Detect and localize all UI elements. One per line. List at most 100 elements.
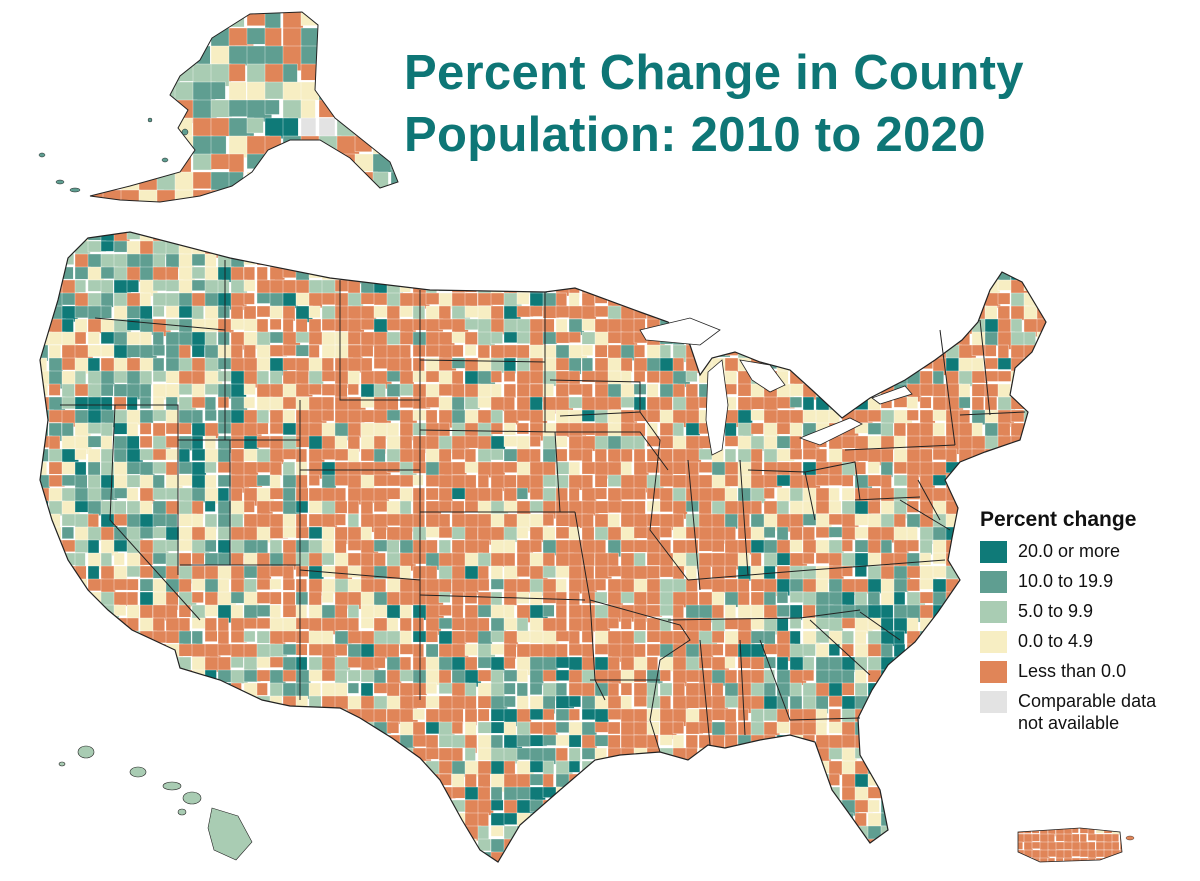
county-cell bbox=[1036, 357, 1046, 374]
county-cell bbox=[659, 682, 673, 696]
county-cell bbox=[555, 734, 571, 747]
county-cell bbox=[893, 630, 905, 646]
county-cell bbox=[100, 760, 117, 773]
county-cell bbox=[412, 344, 426, 357]
county-cell bbox=[893, 591, 906, 606]
county-cell bbox=[516, 344, 530, 360]
county-cell bbox=[750, 461, 763, 476]
county-cell bbox=[919, 773, 937, 790]
county-cell bbox=[750, 825, 763, 838]
county-cell bbox=[620, 682, 633, 696]
county-cell bbox=[711, 292, 730, 304]
county-cell bbox=[318, 99, 343, 118]
county-cell bbox=[607, 838, 625, 858]
county-cell bbox=[945, 604, 963, 619]
county-cell bbox=[1103, 857, 1114, 862]
county-cell bbox=[347, 604, 360, 619]
county-cell bbox=[763, 630, 776, 646]
county-cell bbox=[789, 232, 805, 243]
county-cell bbox=[120, 99, 143, 125]
county-cell bbox=[620, 617, 632, 630]
county-cell bbox=[1023, 773, 1042, 790]
county-cell bbox=[997, 760, 1011, 775]
county-cell bbox=[620, 838, 635, 857]
county-cell bbox=[633, 266, 652, 282]
county-cell bbox=[322, 865, 338, 877]
county-cell bbox=[529, 232, 544, 246]
county-cell bbox=[503, 786, 519, 802]
county-cell bbox=[100, 682, 117, 699]
county-cell bbox=[178, 773, 194, 787]
county-cell bbox=[919, 383, 936, 397]
county-cell bbox=[87, 656, 101, 670]
county-cell bbox=[113, 682, 128, 700]
county-cell bbox=[451, 266, 463, 280]
county-cell bbox=[516, 422, 529, 435]
county-cell bbox=[516, 526, 529, 539]
county-cell bbox=[503, 435, 518, 447]
county-cell bbox=[919, 578, 934, 590]
county-cell bbox=[854, 708, 867, 724]
county-cell bbox=[932, 617, 944, 633]
county-cell bbox=[542, 565, 556, 578]
county-cell bbox=[789, 682, 802, 698]
county-cell bbox=[204, 383, 220, 395]
county-cell bbox=[256, 630, 270, 644]
county-cell bbox=[685, 643, 700, 658]
county-cell bbox=[503, 682, 516, 695]
county-cell bbox=[945, 721, 960, 740]
county-cell bbox=[815, 357, 830, 370]
county-cell bbox=[490, 786, 503, 801]
legend-item: 5.0 to 9.9 bbox=[980, 600, 1190, 623]
county-cell bbox=[165, 682, 181, 701]
county-cell bbox=[425, 708, 440, 724]
county-cell bbox=[451, 617, 466, 631]
county-cell bbox=[40, 232, 47, 246]
county-cell bbox=[815, 318, 829, 333]
county-cell bbox=[685, 266, 697, 282]
county-cell bbox=[321, 630, 334, 646]
county-cell bbox=[61, 232, 76, 245]
county-cell bbox=[295, 513, 308, 529]
county-cell bbox=[308, 812, 323, 831]
county-cell bbox=[802, 370, 819, 385]
county-cell bbox=[516, 253, 528, 272]
county-cell bbox=[789, 539, 803, 553]
county-cell bbox=[295, 232, 310, 243]
county-cell bbox=[451, 253, 469, 269]
county-cell bbox=[724, 851, 738, 862]
county-cell bbox=[893, 266, 911, 281]
county-cell bbox=[74, 591, 93, 604]
county-cell bbox=[334, 487, 346, 503]
county-cell bbox=[828, 474, 844, 486]
county-cell bbox=[100, 643, 116, 661]
county-cell bbox=[893, 292, 906, 310]
county-cell bbox=[855, 865, 868, 876]
county-cell bbox=[386, 396, 399, 412]
county-cell bbox=[646, 565, 660, 579]
county-cell bbox=[607, 773, 620, 786]
county-cell bbox=[997, 279, 1013, 291]
county-cell bbox=[672, 292, 690, 310]
title-line-2: Population: 2010 to 2020 bbox=[404, 108, 986, 162]
county-cell bbox=[40, 552, 50, 568]
county-cell bbox=[373, 617, 389, 632]
county-cell bbox=[387, 865, 399, 881]
county-cell bbox=[40, 773, 50, 789]
county-cell bbox=[906, 669, 918, 683]
county-cell bbox=[789, 799, 806, 813]
county-cell bbox=[126, 344, 143, 358]
county-cell bbox=[685, 253, 697, 267]
county-cell bbox=[698, 799, 714, 813]
legend: Percent change 20.0 or more 10.0 to 19.9 5… bbox=[980, 508, 1190, 741]
county-cell bbox=[555, 292, 567, 307]
county-cell bbox=[126, 422, 139, 437]
county-cell bbox=[659, 539, 671, 556]
county-cell bbox=[529, 682, 543, 695]
county-cell bbox=[269, 760, 283, 779]
county-cell bbox=[477, 591, 493, 607]
county-cell bbox=[101, 865, 116, 876]
county-cell bbox=[74, 682, 89, 696]
county-cell bbox=[354, 99, 380, 123]
county-cell bbox=[334, 435, 348, 449]
